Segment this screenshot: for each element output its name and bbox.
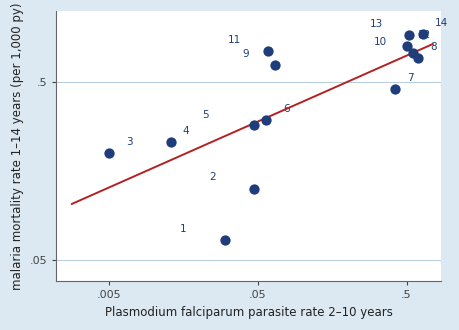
Text: 14: 14 [434, 18, 448, 28]
Point [263, 49, 271, 54]
Point [409, 50, 416, 55]
Text: 12: 12 [417, 30, 431, 40]
Text: 6: 6 [283, 104, 289, 114]
Text: 8: 8 [429, 42, 436, 52]
Text: 9: 9 [241, 50, 248, 59]
Point [221, 237, 228, 243]
Point [167, 139, 174, 145]
Point [391, 87, 398, 92]
Y-axis label: malaria mortality rate 1–14 years (per 1,000 py): malaria mortality rate 1–14 years (per 1… [11, 2, 24, 290]
Text: 4: 4 [182, 126, 189, 136]
Point [271, 63, 278, 68]
Text: 10: 10 [373, 37, 386, 47]
Text: 1: 1 [180, 224, 186, 234]
Point [402, 43, 409, 48]
Point [250, 123, 257, 128]
Point [414, 55, 421, 61]
Text: 13: 13 [369, 19, 382, 29]
Text: 3: 3 [126, 137, 133, 147]
Point [106, 150, 113, 155]
Point [419, 32, 426, 37]
X-axis label: Plasmodium falciparum parasite rate 2–10 years: Plasmodium falciparum parasite rate 2–10… [104, 306, 392, 319]
Point [404, 32, 412, 38]
Point [250, 186, 257, 192]
Point [262, 117, 269, 123]
Text: 11: 11 [228, 35, 241, 45]
Text: 7: 7 [406, 73, 413, 83]
Text: 5: 5 [202, 110, 209, 119]
Text: 2: 2 [209, 172, 215, 182]
